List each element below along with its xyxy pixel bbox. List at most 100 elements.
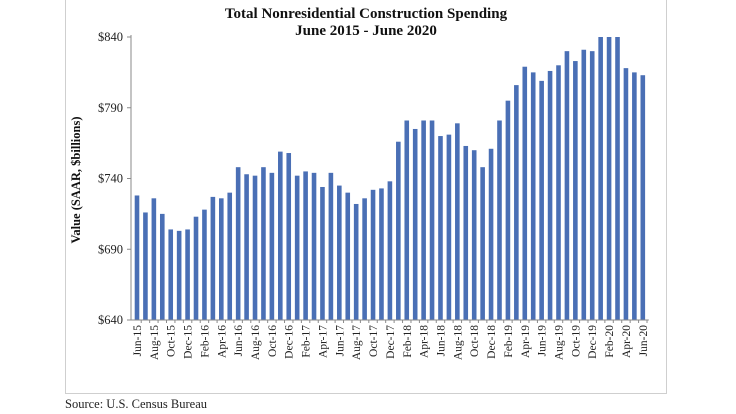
x-tick-label: Oct-19 <box>570 325 582 357</box>
x-tick-label: Dec-15 <box>183 325 195 359</box>
bar <box>252 175 258 320</box>
bar <box>353 203 359 320</box>
bar <box>337 185 342 320</box>
bar <box>446 134 452 320</box>
bar <box>185 229 190 320</box>
x-tick-label: Jun-17 <box>334 325 346 357</box>
chart-subtitle: June 2015 - June 2020 <box>295 23 437 39</box>
bar <box>396 141 401 320</box>
x-tick-label: Apr-20 <box>621 325 633 358</box>
bar <box>328 172 334 320</box>
y-tick-label: $640 <box>98 313 123 327</box>
x-tick-label: Aug-16 <box>250 325 262 360</box>
bar <box>404 120 410 321</box>
bar <box>227 192 233 320</box>
bar <box>244 174 249 320</box>
bar <box>362 198 367 320</box>
bar <box>345 192 351 320</box>
source-note: Source: U.S. Census Bureau <box>65 397 207 411</box>
bar <box>606 37 612 320</box>
x-tick-label: Feb-17 <box>301 325 313 358</box>
bar <box>463 145 469 320</box>
bar <box>573 61 578 321</box>
bar <box>615 37 620 320</box>
bar <box>438 136 443 320</box>
bar <box>210 196 216 320</box>
bar <box>421 120 426 321</box>
bar <box>202 209 207 320</box>
x-tick-label: Jun-20 <box>638 325 650 357</box>
bar <box>379 188 384 320</box>
x-tick-label: Aug-15 <box>149 325 161 360</box>
x-tick-label: Apr-17 <box>317 325 329 358</box>
bar <box>134 195 140 320</box>
x-tick-label: Jun-19 <box>537 325 549 357</box>
bar <box>623 68 629 320</box>
bar <box>320 186 325 320</box>
x-tick-label: Aug-17 <box>351 325 363 360</box>
bar <box>480 167 485 320</box>
bar <box>539 80 544 321</box>
x-tick-label: Aug-18 <box>452 325 464 360</box>
bar <box>370 189 376 320</box>
x-tick-label: Dec-19 <box>587 325 599 359</box>
x-tick-label: Feb-16 <box>199 325 211 358</box>
x-tick-label: Oct-16 <box>267 325 279 357</box>
bar <box>311 172 317 320</box>
y-axis: $640 $690 $740 $790 $840 <box>98 30 132 327</box>
bar <box>471 150 477 320</box>
bar <box>556 65 561 320</box>
y-tick-label: $840 <box>98 30 123 44</box>
y-axis-label: Value (SAAR, $billions) <box>69 117 83 244</box>
x-tick-label: Apr-18 <box>419 325 431 358</box>
bar <box>269 172 275 320</box>
bar <box>589 51 595 321</box>
bar <box>514 85 519 320</box>
bar <box>412 128 418 320</box>
bar <box>640 75 646 321</box>
bar <box>235 167 241 320</box>
y-tick-label: $690 <box>98 242 123 256</box>
x-tick-label: Apr-19 <box>520 325 532 358</box>
bar <box>278 151 283 320</box>
x-tick-label: Jun-16 <box>233 325 245 357</box>
x-axis: Jun-15 Aug-15 Oct-15 Dec-15 Feb-16 Apr-16 Jun-… <box>131 319 650 360</box>
x-tick-label: Apr-16 <box>216 325 228 358</box>
bar <box>387 181 393 320</box>
bar <box>151 198 157 320</box>
x-tick-label: Dec-17 <box>385 325 397 359</box>
x-tick-label: Oct-15 <box>166 325 178 357</box>
x-tick-label: Jun-15 <box>132 325 144 357</box>
bar <box>497 120 502 321</box>
x-tick-label: Feb-18 <box>402 325 414 358</box>
bar <box>286 153 292 320</box>
bar <box>294 175 300 320</box>
x-tick-label: Aug-19 <box>554 325 566 360</box>
bars <box>134 37 646 321</box>
bar <box>219 198 224 320</box>
bar <box>522 66 528 320</box>
bar <box>455 123 460 320</box>
y-tick-label: $740 <box>98 172 123 186</box>
y-tick-label: $790 <box>98 101 123 115</box>
bar <box>547 70 553 321</box>
x-tick-label: Jun-18 <box>435 325 447 357</box>
x-tick-label: Dec-18 <box>486 325 498 359</box>
chart-title: Total Nonresidential Construction Spendi… <box>224 6 508 22</box>
x-tick-label: Feb-19 <box>503 325 515 358</box>
bar <box>176 230 182 320</box>
bar <box>168 229 174 320</box>
bar <box>193 216 199 320</box>
bar <box>429 120 435 321</box>
bar <box>581 49 587 321</box>
bar <box>632 72 637 321</box>
x-tick-label: Dec-16 <box>284 325 296 359</box>
bar <box>303 171 308 320</box>
bar <box>143 212 148 320</box>
bar <box>564 51 570 321</box>
bar <box>530 72 536 321</box>
bar <box>488 148 494 320</box>
x-tick-label: Oct-17 <box>368 325 380 357</box>
x-tick-label: Feb-20 <box>604 325 616 358</box>
